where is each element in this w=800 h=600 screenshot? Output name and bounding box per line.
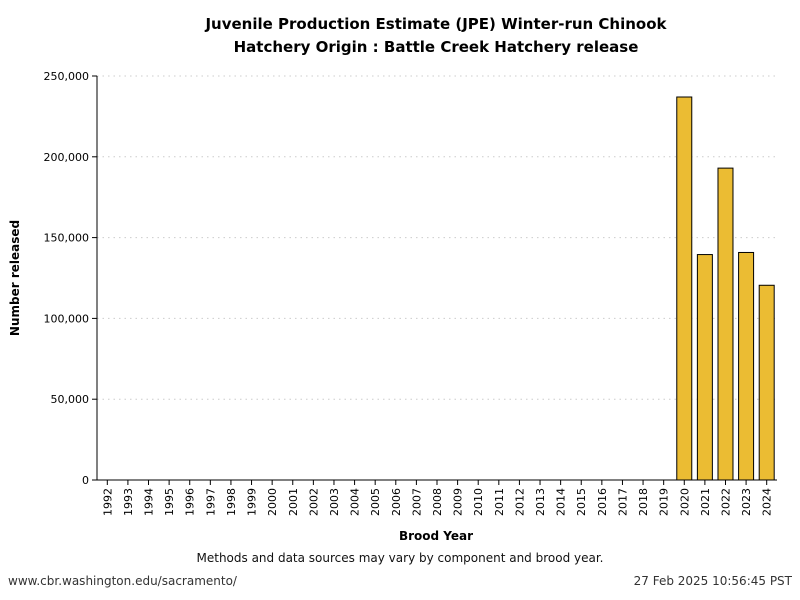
chart-subtitle: Hatchery Origin : Battle Creek Hatchery … [234, 38, 639, 56]
source-url[interactable]: www.cbr.washington.edu/sacramento/ [8, 574, 237, 588]
x-tick-label: 2011 [493, 488, 506, 516]
x-tick-label: 2015 [575, 488, 588, 516]
x-tick-label: 2021 [699, 488, 712, 516]
y-axis-label: Number released [8, 220, 22, 336]
x-tick-label: 2018 [637, 488, 650, 516]
x-tick-label: 1998 [225, 488, 238, 516]
x-tick-label: 2013 [534, 488, 547, 516]
x-tick-label: 2001 [287, 488, 300, 516]
y-tick-label: 100,000 [44, 312, 90, 325]
x-tick-label: 2014 [555, 488, 568, 516]
y-tick-label: 200,000 [44, 151, 90, 164]
x-tick-label: 2010 [472, 488, 485, 516]
x-tick-label: 2000 [266, 488, 279, 516]
x-tick-label: 2016 [596, 488, 609, 516]
y-tick-label: 250,000 [44, 70, 90, 83]
x-tick-label: 2002 [307, 488, 320, 516]
y-tick-label: 50,000 [51, 393, 90, 406]
x-tick-label: 1993 [122, 488, 135, 516]
chart-title: Juvenile Production Estimate (JPE) Winte… [204, 15, 667, 33]
x-tick-label: 1999 [246, 488, 259, 516]
x-tick-label: 2024 [761, 488, 774, 516]
y-tick-label: 0 [82, 474, 89, 487]
x-tick-label: 2023 [740, 488, 753, 516]
x-tick-label: 1995 [163, 488, 176, 516]
timestamp: 27 Feb 2025 10:56:45 PST [633, 574, 792, 588]
bar-2020 [676, 96, 693, 481]
bar-2023 [738, 251, 755, 481]
x-tick-label: 2020 [678, 488, 691, 516]
x-tick-label: 2004 [349, 488, 362, 516]
x-tick-label: 2006 [390, 488, 403, 516]
x-tick-label: 2005 [369, 488, 382, 516]
bar-2024 [758, 284, 775, 481]
bar-2022 [717, 167, 734, 481]
x-tick-label: 2019 [658, 488, 671, 516]
methods-note: Methods and data sources may vary by com… [197, 551, 604, 565]
y-tick-label: 150,000 [44, 232, 90, 245]
bar-2021 [696, 254, 713, 481]
x-tick-label: 2009 [452, 488, 465, 516]
x-tick-label: 2017 [616, 488, 629, 516]
x-tick-label: 1997 [204, 488, 217, 516]
x-tick-label: 2007 [410, 488, 423, 516]
x-tick-label: 2012 [513, 488, 526, 516]
x-tick-label: 2008 [431, 488, 444, 516]
x-tick-label: 1996 [184, 488, 197, 516]
x-tick-label: 1992 [101, 488, 114, 516]
x-tick-label: 2022 [719, 488, 732, 516]
x-tick-label: 1994 [143, 488, 156, 516]
x-tick-label: 2003 [328, 488, 341, 516]
x-axis-label: Brood Year [399, 529, 473, 543]
